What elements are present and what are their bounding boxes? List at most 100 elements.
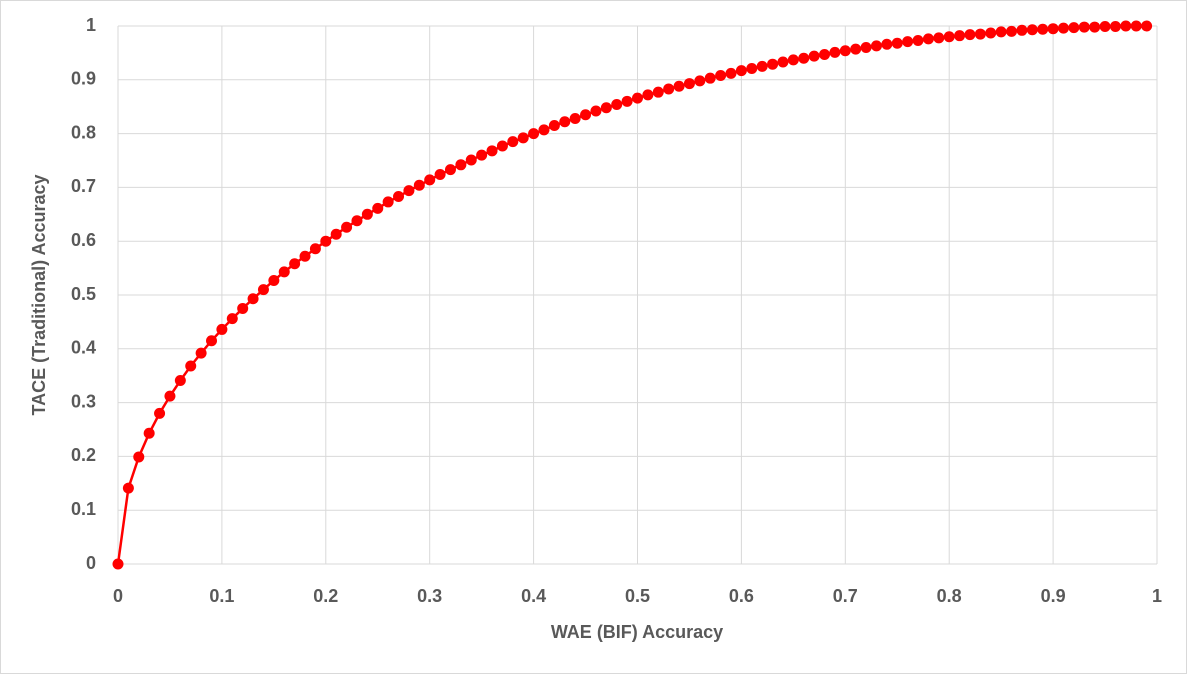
data-point — [1078, 21, 1090, 33]
data-point — [1130, 20, 1142, 32]
y-tick-label: 0.6 — [71, 230, 96, 250]
data-point — [309, 243, 321, 255]
data-point — [694, 75, 706, 87]
x-tick-label: 0.5 — [625, 586, 650, 606]
data-point — [299, 250, 311, 262]
data-point — [974, 28, 986, 40]
data-point — [933, 32, 945, 44]
data-point — [361, 208, 373, 220]
x-tick-label: 0.9 — [1041, 586, 1066, 606]
data-point — [632, 92, 643, 104]
data-point — [850, 43, 862, 55]
data-point — [663, 83, 675, 95]
data-point — [1120, 20, 1132, 32]
y-tick-label: 1 — [86, 15, 96, 35]
data-point — [444, 164, 456, 176]
data-point — [808, 50, 820, 62]
data-point — [735, 65, 747, 77]
y-tick-label: 0.2 — [71, 445, 96, 465]
data-point — [330, 228, 342, 240]
x-axis-label: WAE (BIF) Accuracy — [551, 622, 723, 642]
data-point — [507, 136, 519, 148]
data-point — [496, 140, 508, 152]
data-point — [351, 215, 363, 227]
y-tick-label: 0.1 — [71, 499, 96, 519]
data-point — [798, 52, 810, 64]
data-point — [1016, 24, 1028, 36]
data-point — [382, 196, 394, 208]
data-point — [767, 58, 779, 70]
data-point — [548, 120, 560, 132]
y-tick-label: 0.8 — [71, 122, 96, 142]
x-tick-label: 0.1 — [209, 586, 234, 606]
data-point — [372, 202, 384, 214]
data-point — [257, 284, 269, 296]
y-tick-label: 0.3 — [71, 391, 96, 411]
x-tick-label: 0.4 — [521, 586, 546, 606]
data-point — [1089, 21, 1101, 33]
data-point — [777, 56, 789, 68]
data-point — [725, 67, 737, 79]
data-point — [517, 132, 529, 144]
data-point — [403, 185, 415, 197]
data-point — [237, 302, 249, 314]
data-point — [642, 89, 654, 101]
x-tick-label: 0.6 — [729, 586, 754, 606]
x-tick-label: 0.3 — [417, 586, 442, 606]
data-point — [652, 86, 664, 98]
data-point — [954, 30, 966, 42]
data-point — [569, 113, 581, 125]
data-point — [320, 235, 332, 247]
data-point — [455, 159, 467, 171]
data-point — [580, 109, 592, 121]
data-point — [154, 407, 166, 419]
data-point — [829, 46, 841, 58]
y-tick-label: 0.7 — [71, 176, 96, 196]
data-point — [943, 31, 955, 43]
y-tick-label: 0 — [86, 553, 96, 573]
y-tick-label: 0.5 — [71, 284, 96, 304]
data-point — [860, 42, 872, 54]
data-point — [226, 313, 238, 325]
data-point — [590, 105, 602, 117]
data-point — [1068, 22, 1080, 34]
data-point — [1141, 20, 1153, 32]
data-point — [1099, 21, 1111, 33]
data-point — [912, 35, 924, 47]
data-point — [341, 221, 353, 233]
data-point — [922, 33, 934, 45]
x-tick-label: 0.8 — [937, 586, 962, 606]
data-point — [413, 179, 425, 191]
data-point — [559, 116, 571, 128]
data-point — [195, 347, 207, 359]
data-point — [870, 40, 882, 52]
data-point — [393, 191, 405, 203]
data-point — [1109, 21, 1121, 33]
data-point — [1037, 23, 1049, 35]
data-point — [465, 154, 477, 166]
data-point — [122, 482, 134, 494]
data-point — [268, 274, 280, 286]
data-point — [756, 60, 768, 72]
x-tick-label: 0 — [113, 586, 123, 606]
data-point — [1006, 25, 1018, 37]
data-point — [486, 145, 498, 157]
data-point — [476, 149, 488, 161]
data-point — [600, 102, 612, 114]
data-point — [1057, 22, 1069, 34]
data-point — [112, 558, 124, 570]
data-point — [143, 427, 155, 439]
data-point — [995, 26, 1007, 38]
data-point — [673, 80, 685, 92]
data-point — [985, 27, 997, 39]
data-point — [216, 323, 228, 335]
y-tick-label: 0.4 — [71, 338, 96, 358]
data-point — [164, 390, 176, 402]
data-point — [424, 174, 436, 186]
data-point — [881, 38, 893, 50]
data-point — [902, 36, 914, 48]
data-point — [891, 37, 903, 49]
data-point — [528, 128, 540, 140]
data-point — [434, 168, 446, 180]
